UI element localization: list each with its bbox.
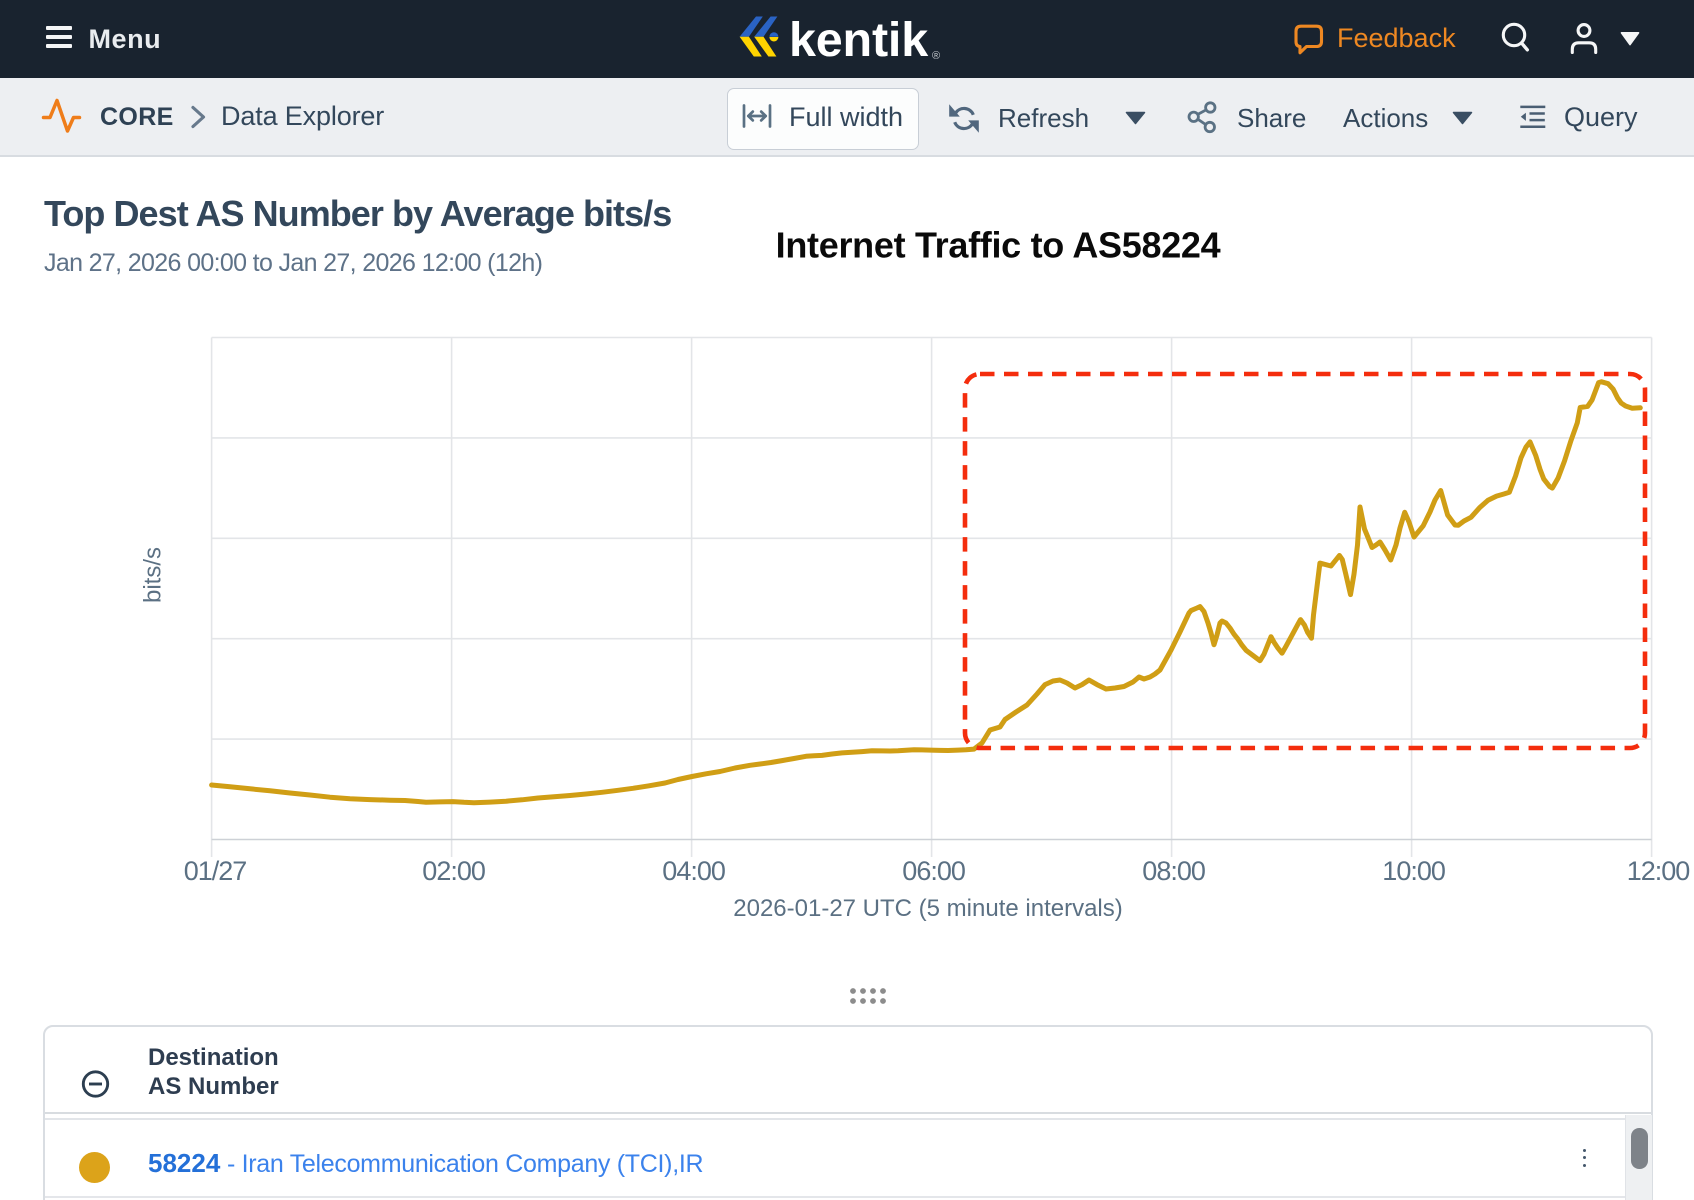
svg-text:12:00: 12:00	[1627, 856, 1690, 886]
svg-text:06:00: 06:00	[902, 856, 965, 886]
svg-text:10:00: 10:00	[1382, 856, 1445, 886]
svg-text:Internet Traffic to AS58224: Internet Traffic to AS58224	[776, 225, 1221, 266]
svg-text:01/27: 01/27	[184, 856, 247, 886]
svg-text:04:00: 04:00	[662, 856, 725, 886]
svg-text:02:00: 02:00	[422, 856, 485, 886]
svg-text:2026-01-27 UTC (5 minute inter: 2026-01-27 UTC (5 minute intervals)	[733, 895, 1123, 922]
svg-text:bits/s: bits/s	[140, 547, 167, 603]
svg-text:08:00: 08:00	[1142, 856, 1205, 886]
svg-text:®: ®	[932, 50, 940, 62]
